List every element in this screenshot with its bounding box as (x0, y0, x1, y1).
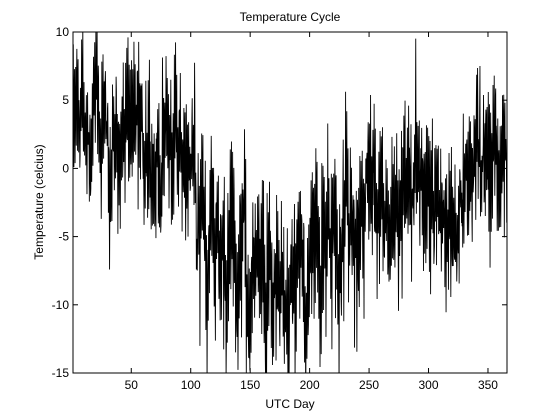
x-tick-label: 250 (359, 378, 379, 392)
x-axis-title: UTC Day (265, 397, 314, 411)
y-tick-label: -15 (52, 366, 70, 380)
y-tick-label: 5 (62, 93, 69, 107)
x-tick-label: 200 (300, 378, 320, 392)
y-axis-title: Temperature (celcius) (32, 144, 46, 259)
x-tick-label: 100 (181, 378, 201, 392)
x-tick-label: 50 (125, 378, 139, 392)
chart-title: Temperature Cycle (240, 10, 341, 24)
y-tick-label: -10 (52, 298, 70, 312)
series-line (73, 32, 507, 373)
axes-frame (72, 31, 508, 374)
y-tick-label: 0 (62, 161, 69, 175)
x-axis: 50 100 150 200 250 300 350 (125, 32, 498, 392)
y-axis: -15 -10 -5 0 5 10 (52, 25, 507, 380)
y-tick-label: 10 (56, 25, 70, 39)
x-tick-label: 350 (478, 378, 498, 392)
plot-area (73, 32, 507, 373)
y-tick-label: -5 (58, 230, 69, 244)
x-tick-label: 300 (419, 378, 439, 392)
x-tick-label: 150 (240, 378, 260, 392)
